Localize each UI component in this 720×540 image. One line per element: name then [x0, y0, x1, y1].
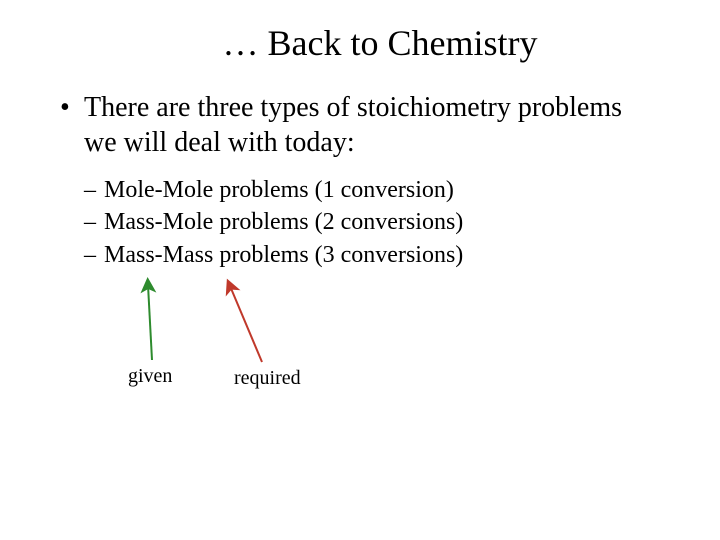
sub-bullet-item: Mass-Mass problems (3 conversions) [104, 239, 660, 271]
label-given: given [128, 365, 172, 388]
arrow-required [230, 286, 262, 362]
sub-bullet-item: Mass-Mole problems (2 conversions) [104, 206, 660, 238]
slide-title: … Back to Chemistry [100, 22, 660, 64]
main-bullet: There are three types of stoichiometry p… [60, 90, 660, 160]
sub-bullet-item: Mole-Mole problems (1 conversion) [104, 174, 660, 206]
label-required: required [234, 367, 301, 390]
slide: … Back to Chemistry There are three type… [0, 0, 720, 540]
arrow-given [148, 285, 152, 360]
sub-bullet-list: Mole-Mole problems (1 conversion) Mass-M… [60, 174, 660, 271]
